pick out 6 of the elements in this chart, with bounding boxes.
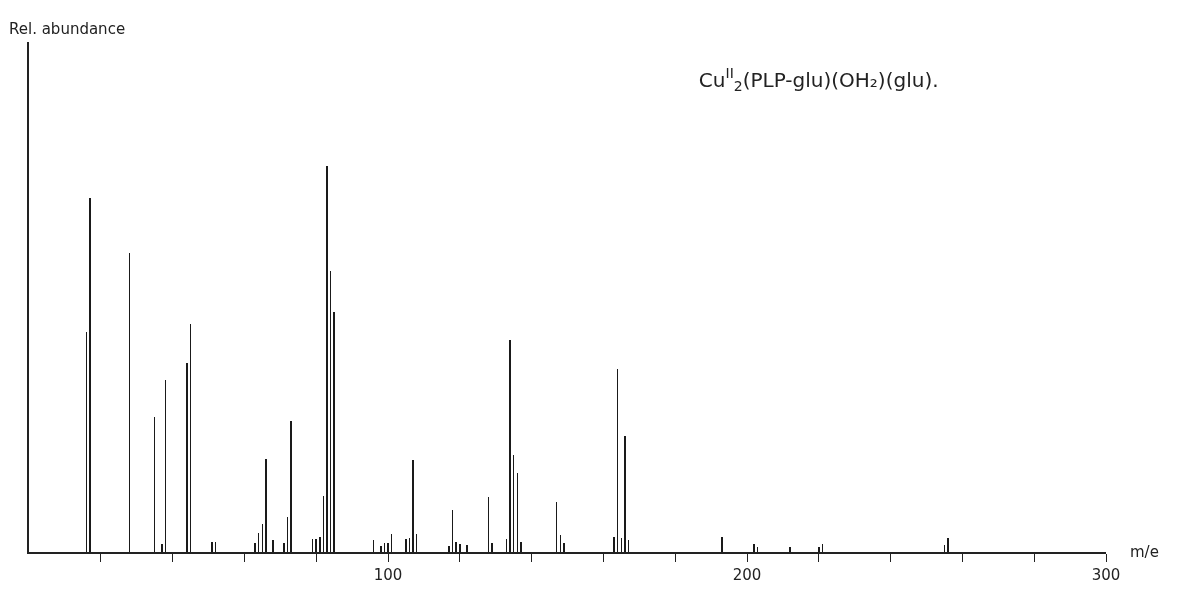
x-tick-label: 100 [373, 566, 403, 584]
x-axis-title: m/e [1130, 543, 1159, 561]
x-tick-label: 200 [732, 566, 762, 584]
chart-title: Cu$^{II}$$_{2}$(PLP-glu)(OH₂)(glu). [698, 65, 939, 94]
text: Rel. abundance [9, 20, 126, 38]
x-tick-label: 300 [1091, 566, 1121, 584]
